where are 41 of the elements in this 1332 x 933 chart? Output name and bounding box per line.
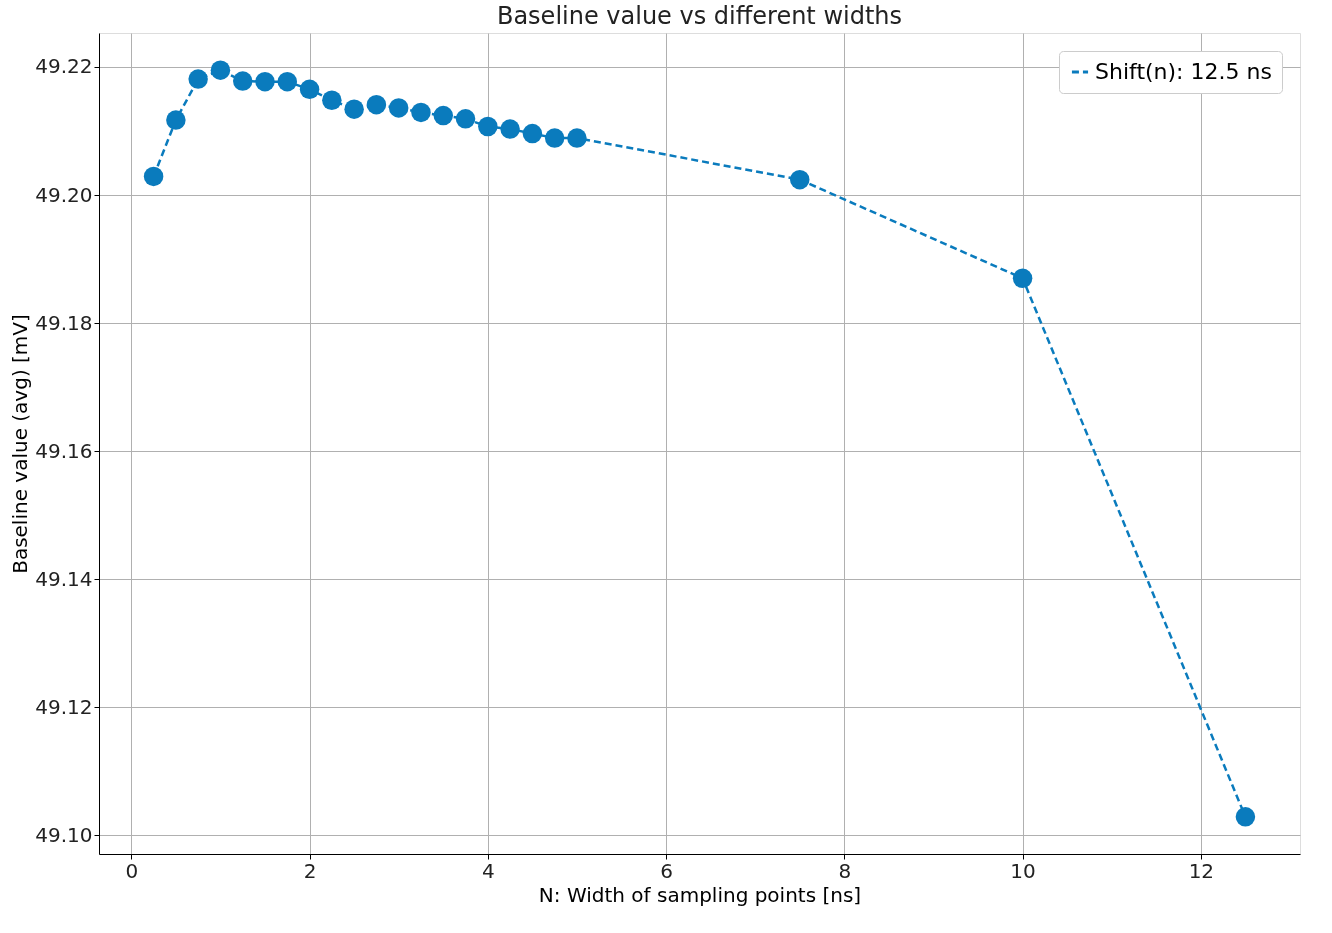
point — [344, 99, 364, 119]
point — [500, 119, 520, 139]
x-tick-label: 8 — [838, 858, 852, 883]
point — [433, 105, 453, 126]
x-tick-label: 4 — [481, 858, 495, 883]
point — [322, 90, 342, 110]
point — [1012, 268, 1033, 288]
x-tick-label: 12 — [1188, 858, 1215, 883]
point — [188, 69, 208, 89]
point — [166, 110, 186, 130]
point — [210, 60, 231, 80]
x-tick-label: 0 — [125, 858, 139, 883]
point — [478, 116, 498, 137]
x-axis-title: N: Width of sampling points [ns] — [538, 882, 862, 907]
y-tick-label: 49.22 — [35, 54, 93, 79]
x-tick-label: 2 — [303, 858, 317, 883]
point — [1235, 807, 1256, 827]
point — [411, 102, 431, 123]
y-tick-label: 49.18 — [35, 310, 93, 335]
x-tick-label: 6 — [660, 858, 673, 883]
x-tick-label: 10 — [1010, 858, 1036, 883]
chart-title: Baseline value vs different widths — [496, 2, 903, 30]
point — [299, 79, 320, 100]
y-tick-label: 49.10 — [35, 822, 93, 847]
point — [143, 166, 164, 187]
point — [232, 71, 253, 91]
point — [790, 169, 810, 190]
legend-label: Shift(n): 12.5 ns — [1095, 59, 1272, 84]
point — [544, 128, 565, 148]
point — [277, 71, 298, 92]
point — [455, 109, 476, 129]
y-tick-label: 49.12 — [35, 694, 93, 719]
y-tick-label: 49.16 — [35, 438, 93, 463]
point — [388, 98, 409, 118]
point — [255, 71, 275, 92]
point — [522, 123, 543, 144]
point — [366, 95, 387, 115]
y-tick-label: 49.14 — [35, 566, 93, 591]
point — [567, 128, 587, 148]
y-tick-label: 49.20 — [35, 182, 93, 207]
y-axis-title: Baseline value (avg) [mV] — [8, 314, 33, 574]
